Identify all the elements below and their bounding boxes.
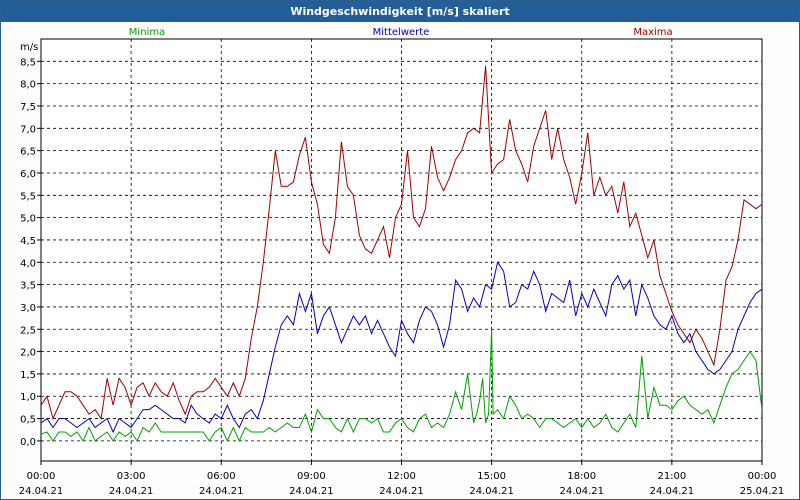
y-tick-label: 4,5 bbox=[20, 236, 36, 247]
y-tick-label: 5,5 bbox=[20, 191, 36, 202]
legend-maxima: Maxima bbox=[633, 27, 672, 38]
legend-mittelwerte: Mittelwerte bbox=[373, 27, 430, 38]
y-tick-label: 3,5 bbox=[20, 281, 36, 292]
y-tick-label: 4,0 bbox=[20, 258, 36, 269]
x-tick-time: 12:00 bbox=[387, 471, 416, 482]
chart-title-bar: Windgeschwindigkeit [m/s] skaliert bbox=[1, 1, 799, 22]
x-tick-date: 24.04.21 bbox=[379, 486, 424, 497]
y-tick-label: 6,0 bbox=[20, 169, 36, 180]
x-tick-time: 18:00 bbox=[567, 471, 596, 482]
x-tick-time: 21:00 bbox=[657, 471, 686, 482]
series-mittelwerte-line bbox=[41, 261, 762, 434]
x-tick-date: 24.04.21 bbox=[469, 486, 514, 497]
x-tick-date: 25.04.21 bbox=[740, 486, 785, 497]
y-axis-label: m/s bbox=[20, 42, 38, 53]
y-tick-label: 1,0 bbox=[20, 392, 36, 403]
x-tick-time: 03:00 bbox=[117, 471, 146, 482]
x-tick-date: 24.04.21 bbox=[109, 486, 154, 497]
y-tick-label: 0,0 bbox=[20, 437, 36, 448]
y-tick-label: 7,5 bbox=[20, 102, 36, 113]
series-lines bbox=[41, 65, 762, 443]
series-minima-line bbox=[41, 329, 762, 443]
x-tick-time: 00:00 bbox=[748, 471, 777, 482]
legend-minima: Minima bbox=[129, 27, 165, 38]
y-tick-label: 7,0 bbox=[20, 124, 36, 135]
x-tick-date: 24.04.21 bbox=[19, 486, 64, 497]
x-tick-time: 09:00 bbox=[297, 471, 326, 482]
x-tick-time: 06:00 bbox=[207, 471, 236, 482]
y-tick-label: 2,0 bbox=[20, 348, 36, 359]
x-tick-time: 15:00 bbox=[477, 471, 506, 482]
x-axis-ticks: 00:00 24.04.21 03:00 24.04.21 06:00 24.04.21 0… bbox=[19, 461, 785, 497]
x-tick-date: 24.04.21 bbox=[289, 486, 334, 497]
y-tick-label: 5,0 bbox=[20, 214, 36, 225]
x-tick-time: 00:00 bbox=[27, 471, 56, 482]
y-tick-label: 1,5 bbox=[20, 370, 36, 381]
x-tick-date: 24.04.21 bbox=[650, 486, 695, 497]
y-tick-label: 6,5 bbox=[20, 147, 36, 158]
x-tick-date: 24.04.21 bbox=[199, 486, 244, 497]
y-tick-label: 8,0 bbox=[20, 80, 36, 91]
series-maxima-line bbox=[41, 65, 762, 421]
y-tick-label: 3,0 bbox=[20, 303, 36, 314]
y-tick-label: 8,5 bbox=[20, 57, 36, 68]
y-axis-ticks: 0,0 0,5 1,0 1,5 2,0 2,5 3,0 3,5 4,0 4,5 5,0 5,5 6,0 6… bbox=[20, 57, 41, 448]
y-tick-label: 0,5 bbox=[20, 415, 36, 426]
y-tick-label: 2,5 bbox=[20, 325, 36, 336]
x-tick-date: 24.04.21 bbox=[559, 486, 604, 497]
